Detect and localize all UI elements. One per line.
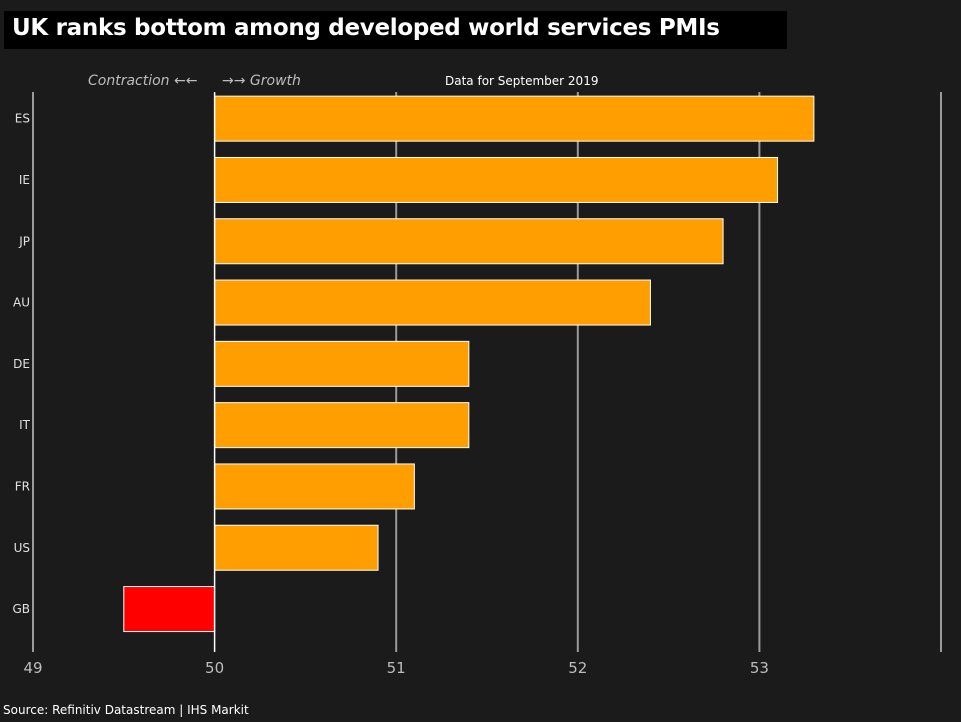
category-label-fr: FR bbox=[15, 479, 30, 493]
category-label-jp: JP bbox=[18, 234, 30, 248]
bar-jp bbox=[214, 218, 724, 265]
category-label-us: US bbox=[14, 541, 30, 555]
bar-us bbox=[214, 524, 379, 571]
bar-it bbox=[214, 402, 470, 449]
bar-gb bbox=[123, 586, 216, 633]
bar-fr bbox=[214, 463, 415, 510]
category-label-de: DE bbox=[13, 357, 30, 371]
contraction-note: Contraction ←← bbox=[88, 73, 198, 89]
category-label-au: AU bbox=[13, 296, 30, 310]
x-tick-label-51: 51 bbox=[387, 659, 406, 677]
category-label-it: IT bbox=[19, 418, 31, 432]
bar-ie bbox=[214, 156, 779, 203]
chart-subtitle: Data for September 2019 bbox=[445, 74, 599, 88]
category-label-ie: IE bbox=[19, 173, 30, 187]
category-label-gb: GB bbox=[12, 602, 30, 616]
category-label-es: ES bbox=[15, 112, 30, 126]
source-note: Source: Refinitiv Datastream | IHS Marki… bbox=[3, 703, 249, 717]
x-tick-label-50: 50 bbox=[205, 659, 224, 677]
x-tick-label-53: 53 bbox=[750, 659, 769, 677]
bar-au bbox=[214, 279, 651, 326]
x-tick-label-52: 52 bbox=[568, 659, 587, 677]
bar-es bbox=[214, 95, 815, 142]
growth-note: →→ Growth bbox=[222, 73, 301, 89]
x-tick-label-49: 49 bbox=[23, 659, 42, 677]
title-box: UK ranks bottom among developed world se… bbox=[4, 11, 787, 49]
bar-de bbox=[214, 340, 470, 387]
chart-title: UK ranks bottom among developed world se… bbox=[12, 15, 720, 41]
